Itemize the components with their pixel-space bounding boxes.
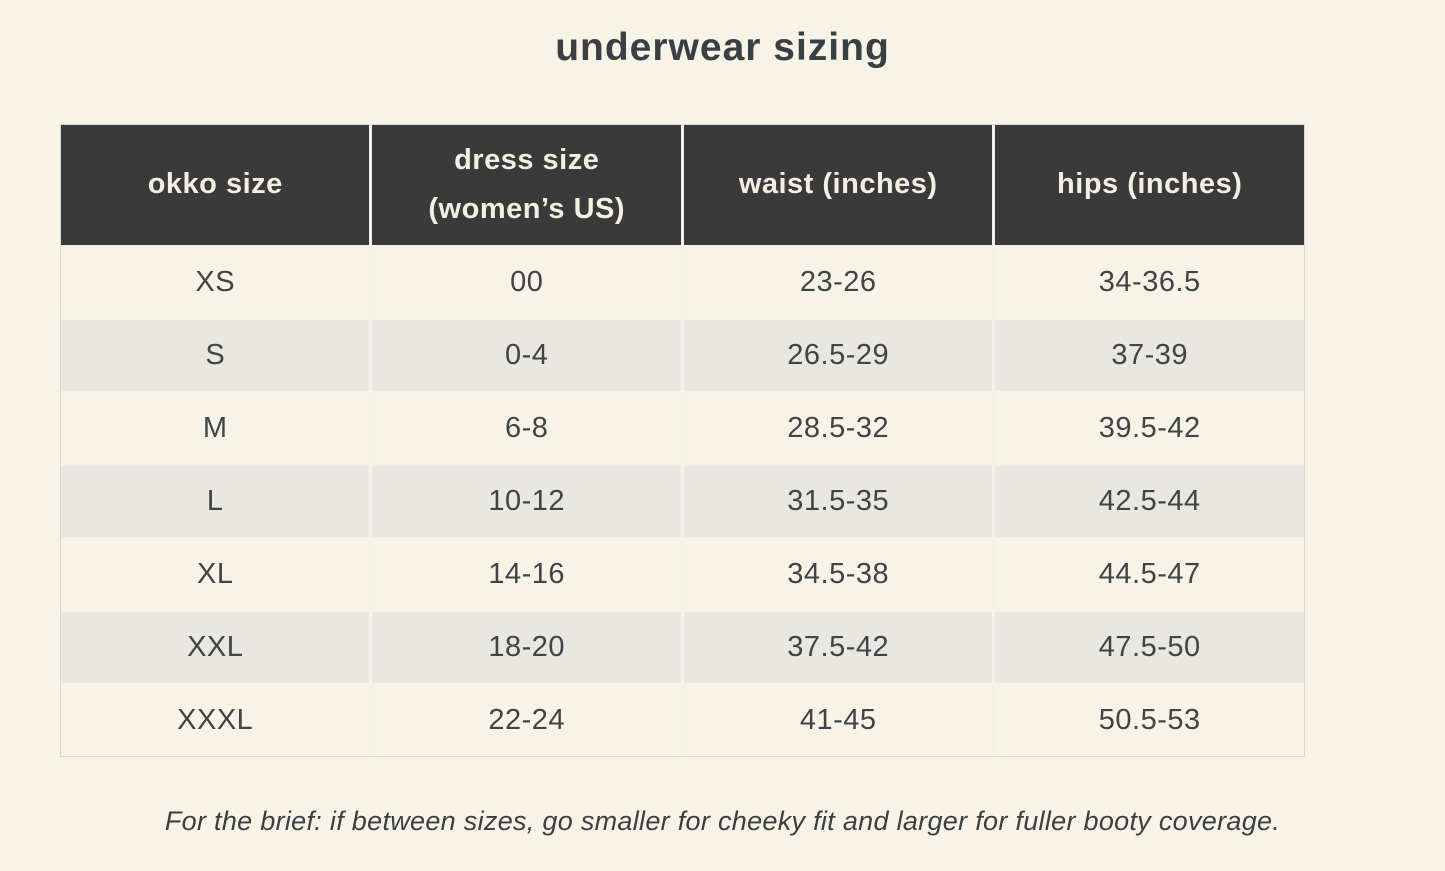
table-cell: 34-36.5 <box>995 247 1304 320</box>
sizing-table-container: okko size dress size (women’s US) waist … <box>60 124 1305 757</box>
header-hips: hips (inches) <box>995 125 1304 247</box>
table-cell: 00 <box>372 247 684 320</box>
table-cell: 50.5-53 <box>995 685 1304 756</box>
table-cell: 31.5-35 <box>683 466 996 539</box>
table-cell: 42.5-44 <box>995 466 1304 539</box>
table-cell: 18-20 <box>372 612 684 685</box>
table-cell: XXL <box>61 612 373 685</box>
table-cell: 37.5-42 <box>683 612 996 685</box>
table-cell: XS <box>61 247 373 320</box>
table-cell: 0-4 <box>372 320 684 393</box>
table-row: S 0-4 26.5-29 37-39 <box>61 320 1304 393</box>
header-okko-size: okko size <box>61 125 373 247</box>
table-cell: 14-16 <box>372 539 684 612</box>
table-cell: 22-24 <box>372 685 684 756</box>
table-cell: 26.5-29 <box>683 320 996 393</box>
header-row: okko size dress size (women’s US) waist … <box>61 125 1304 247</box>
table-cell: 23-26 <box>683 247 996 320</box>
table-cell: XL <box>61 539 373 612</box>
table-cell: XXXL <box>61 685 373 756</box>
footer-note: For the brief: if between sizes, go smal… <box>164 806 1281 836</box>
table-cell: M <box>61 393 373 466</box>
table-cell: 10-12 <box>372 466 684 539</box>
header-dress-size: dress size (women’s US) <box>372 125 684 247</box>
table-cell: 6-8 <box>372 393 684 466</box>
table-row: XXXL 22-24 41-45 50.5-53 <box>61 685 1304 756</box>
table-cell: S <box>61 320 373 393</box>
table-row: XS 00 23-26 34-36.5 <box>61 247 1304 320</box>
header-waist: waist (inches) <box>683 125 996 247</box>
table-row: XXL 18-20 37.5-42 47.5-50 <box>61 612 1304 685</box>
sizing-table: okko size dress size (women’s US) waist … <box>61 125 1304 756</box>
table-row: L 10-12 31.5-35 42.5-44 <box>61 466 1304 539</box>
page-title: underwear sizing <box>555 26 890 69</box>
table-cell: 34.5-38 <box>683 539 996 612</box>
table-cell: 47.5-50 <box>995 612 1304 685</box>
table-row: XL 14-16 34.5-38 44.5-47 <box>61 539 1304 612</box>
table-cell: L <box>61 466 373 539</box>
table-cell: 44.5-47 <box>995 539 1304 612</box>
table-cell: 37-39 <box>995 320 1304 393</box>
table-cell: 41-45 <box>683 685 996 756</box>
table-row: M 6-8 28.5-32 39.5-42 <box>61 393 1304 466</box>
table-cell: 39.5-42 <box>995 393 1304 466</box>
table-cell: 28.5-32 <box>683 393 996 466</box>
